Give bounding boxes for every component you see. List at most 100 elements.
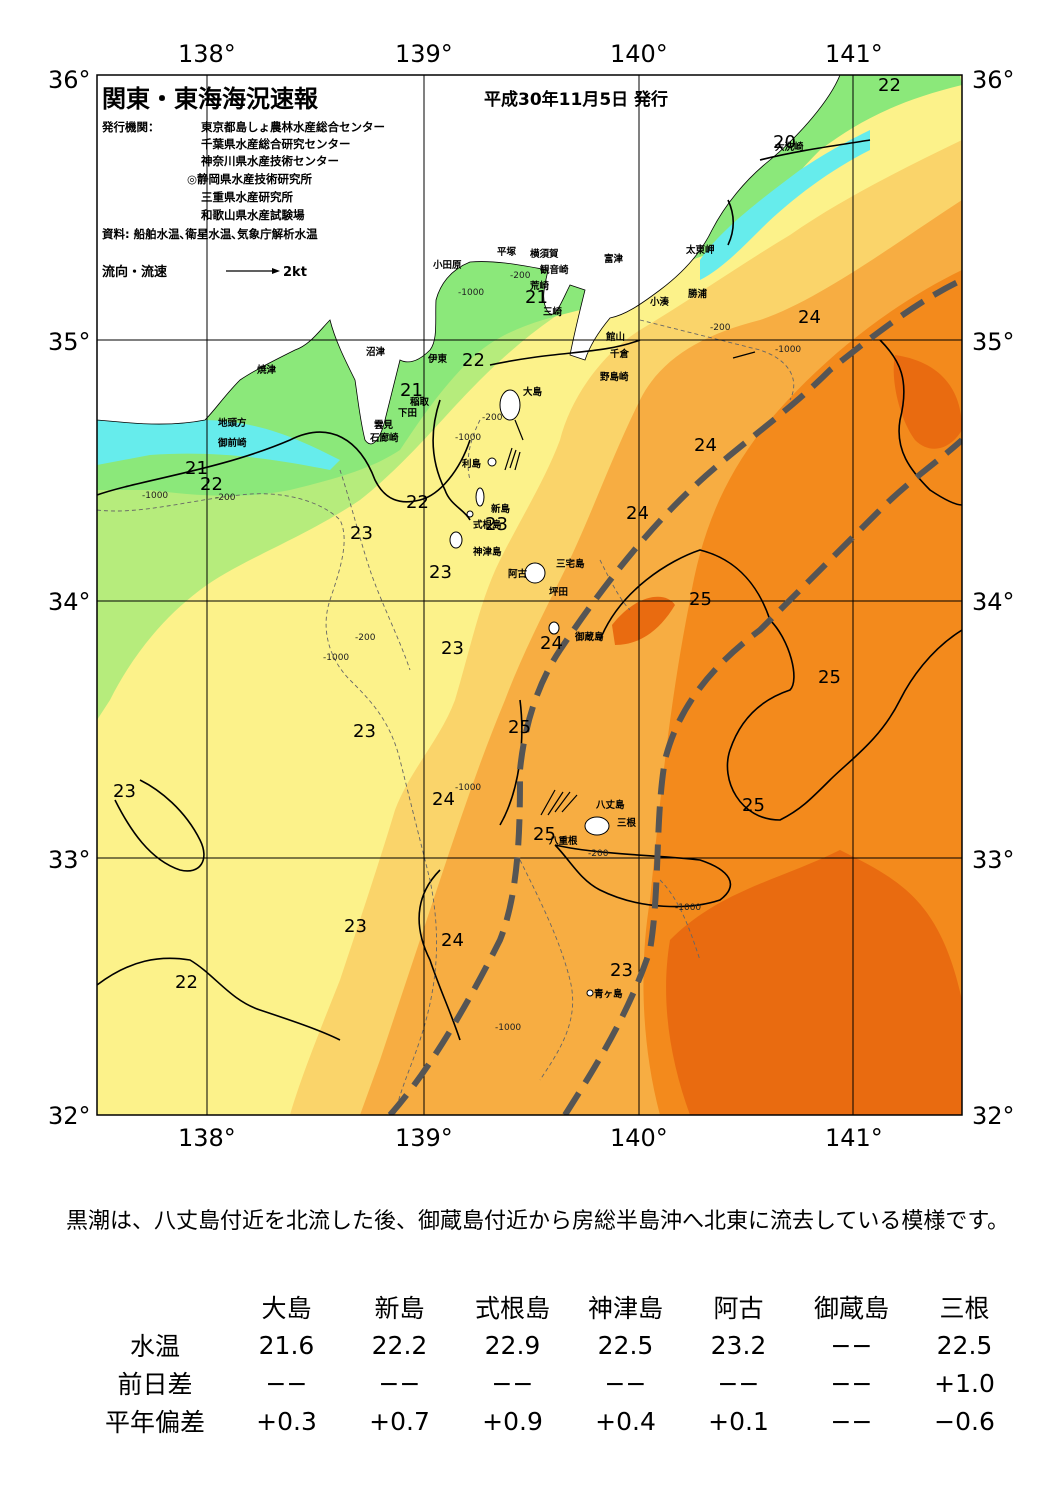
temperature-label: 24 <box>540 633 563 654</box>
table-corner <box>80 1288 230 1326</box>
table-cell: 22.2 <box>371 1330 428 1360</box>
depth-label: -1000 <box>142 491 168 501</box>
island-toshima <box>487 457 497 467</box>
map-header: 関東・東海海況速報 平成30年11月5日 発行 発行機関： 東京都島しょ農林水産… <box>101 85 668 280</box>
lon-label-top: 140° <box>610 40 668 68</box>
column-header: 新島 <box>374 1294 425 1323</box>
temperature-label: 25 <box>818 667 841 688</box>
place-label: 館山 <box>605 331 625 343</box>
sst-zone-deep-orange <box>893 355 962 449</box>
column-header: 式根島 <box>474 1294 550 1323</box>
place-label: 下田 <box>398 408 417 419</box>
place-label: 千倉 <box>610 348 630 360</box>
temperature-label: 25 <box>508 717 531 738</box>
depth-label: -200 <box>355 633 376 643</box>
place-label: 雲見 <box>374 419 394 431</box>
kuroshio-axis-inner <box>387 277 962 1115</box>
current-arrow <box>732 351 756 359</box>
place-label: 式根島 <box>473 519 502 531</box>
sst-zone-cyan <box>700 130 870 280</box>
map-frame <box>96 74 963 1116</box>
temperature-label: 24 <box>694 435 717 456</box>
island-kozushima <box>449 531 463 549</box>
place-label: 平塚 <box>497 246 517 258</box>
table-cell: +0.3 <box>256 1406 317 1436</box>
place-label: 荒崎 <box>529 280 550 292</box>
isobath-line <box>659 879 701 961</box>
table-cell: +0.4 <box>595 1406 656 1436</box>
sea-condition-map: 138° 139° 140° 141° 138° 139° 140° 141° … <box>48 40 1015 1152</box>
temperature-label: 25 <box>689 589 712 610</box>
isotherm-line <box>759 139 871 161</box>
place-label: 大洗崎 <box>775 141 804 153</box>
kuroshio-axis-outer <box>562 437 962 1115</box>
lat-label-right: 36° <box>972 66 1015 94</box>
depth-label: -1000 <box>775 345 801 355</box>
table-row: 前日差 −− −− −− −− −− −− +1.0 <box>80 1364 1021 1402</box>
lon-label-top: 138° <box>178 40 236 68</box>
column-header: 三根 <box>939 1294 990 1323</box>
table-cell: 23.2 <box>710 1330 767 1360</box>
map-svg: 138° 139° 140° 141° 138° 139° 140° 141° … <box>48 40 1015 1152</box>
axis-labels: 138° 139° 140° 141° 138° 139° 140° 141° … <box>48 40 1015 1152</box>
place-label: 三宅島 <box>556 558 585 570</box>
islands-layer <box>449 389 610 997</box>
sst-zone-deep-orange <box>666 850 962 1115</box>
table-cell: −− <box>717 1368 760 1398</box>
place-label: 神津島 <box>473 546 502 558</box>
lat-label-left: 36° <box>48 66 91 94</box>
temperature-label: 24 <box>432 789 455 810</box>
current-arrow <box>561 794 578 813</box>
table-cell: 22.9 <box>484 1330 541 1360</box>
current-arrow <box>504 447 513 471</box>
lat-label-right: 32° <box>972 1102 1015 1130</box>
temperature-label: 21 <box>525 287 548 308</box>
current-arrow <box>540 789 556 816</box>
island-miyakejima <box>524 562 546 584</box>
isotherm-lines <box>97 139 962 1041</box>
depth-label: -1000 <box>455 433 481 443</box>
place-label: 御前崎 <box>217 437 247 449</box>
temperature-label: 22 <box>878 75 901 96</box>
table-cell: +1.0 <box>934 1368 995 1398</box>
map-title: 関東・東海海況速報 <box>102 85 319 113</box>
temperature-label: 23 <box>353 721 376 742</box>
lon-label-bottom: 139° <box>395 1124 453 1152</box>
temperature-labels: 22 20 21 24 22 21 24 21 22 24 22 23 23 2… <box>113 75 901 993</box>
temperature-label: 23 <box>485 514 508 535</box>
temperature-label: 23 <box>441 638 464 659</box>
issuer-name: 和歌山県水産試験場 <box>201 208 305 222</box>
isotherm-line <box>879 339 962 506</box>
isotherm-line <box>489 339 641 366</box>
place-label: 勝浦 <box>688 288 708 300</box>
lon-label-top: 139° <box>395 40 453 68</box>
lat-label-left: 33° <box>48 846 91 874</box>
place-label: 八丈島 <box>595 799 625 811</box>
isobath-line <box>97 493 437 1115</box>
island-niijima <box>475 487 485 507</box>
depth-label: -200 <box>710 323 731 333</box>
table-row: 平年偏差 +0.3 +0.7 +0.9 +0.4 +0.1 −− −0.6 <box>80 1402 1021 1440</box>
data-source: 資料: 船舶水温､衛星水温､気象庁解析水温 <box>102 227 318 241</box>
row-header: 前日差 <box>117 1370 193 1399</box>
temperature-label: 21 <box>185 458 208 479</box>
temperature-label: 23 <box>113 781 136 802</box>
place-label: 沼津 <box>366 346 386 358</box>
legend-label: 流向・流速 <box>102 264 167 280</box>
depth-labels: -200 -1000 -200 -1000 -200 -1000 -200 -1… <box>142 271 801 1033</box>
isotherm-line <box>554 844 732 908</box>
table-cell: −− <box>604 1368 647 1398</box>
place-label: 横須賀 <box>530 248 559 260</box>
place-label: 新島 <box>491 503 511 515</box>
place-label: 稲取 <box>410 396 430 408</box>
isobath-line <box>467 419 481 481</box>
issuer-name: 神奈川県水産技術センター <box>201 154 339 168</box>
sea-surface-temperature-layer <box>97 75 962 1115</box>
current-arrow <box>547 791 564 816</box>
lon-label-top: 141° <box>825 40 883 68</box>
isobath-line <box>339 469 411 671</box>
lat-label-right: 35° <box>972 328 1015 356</box>
isotherm-line <box>114 779 205 872</box>
current-arrow <box>554 791 571 813</box>
place-label: 青ヶ島 <box>594 988 623 1000</box>
